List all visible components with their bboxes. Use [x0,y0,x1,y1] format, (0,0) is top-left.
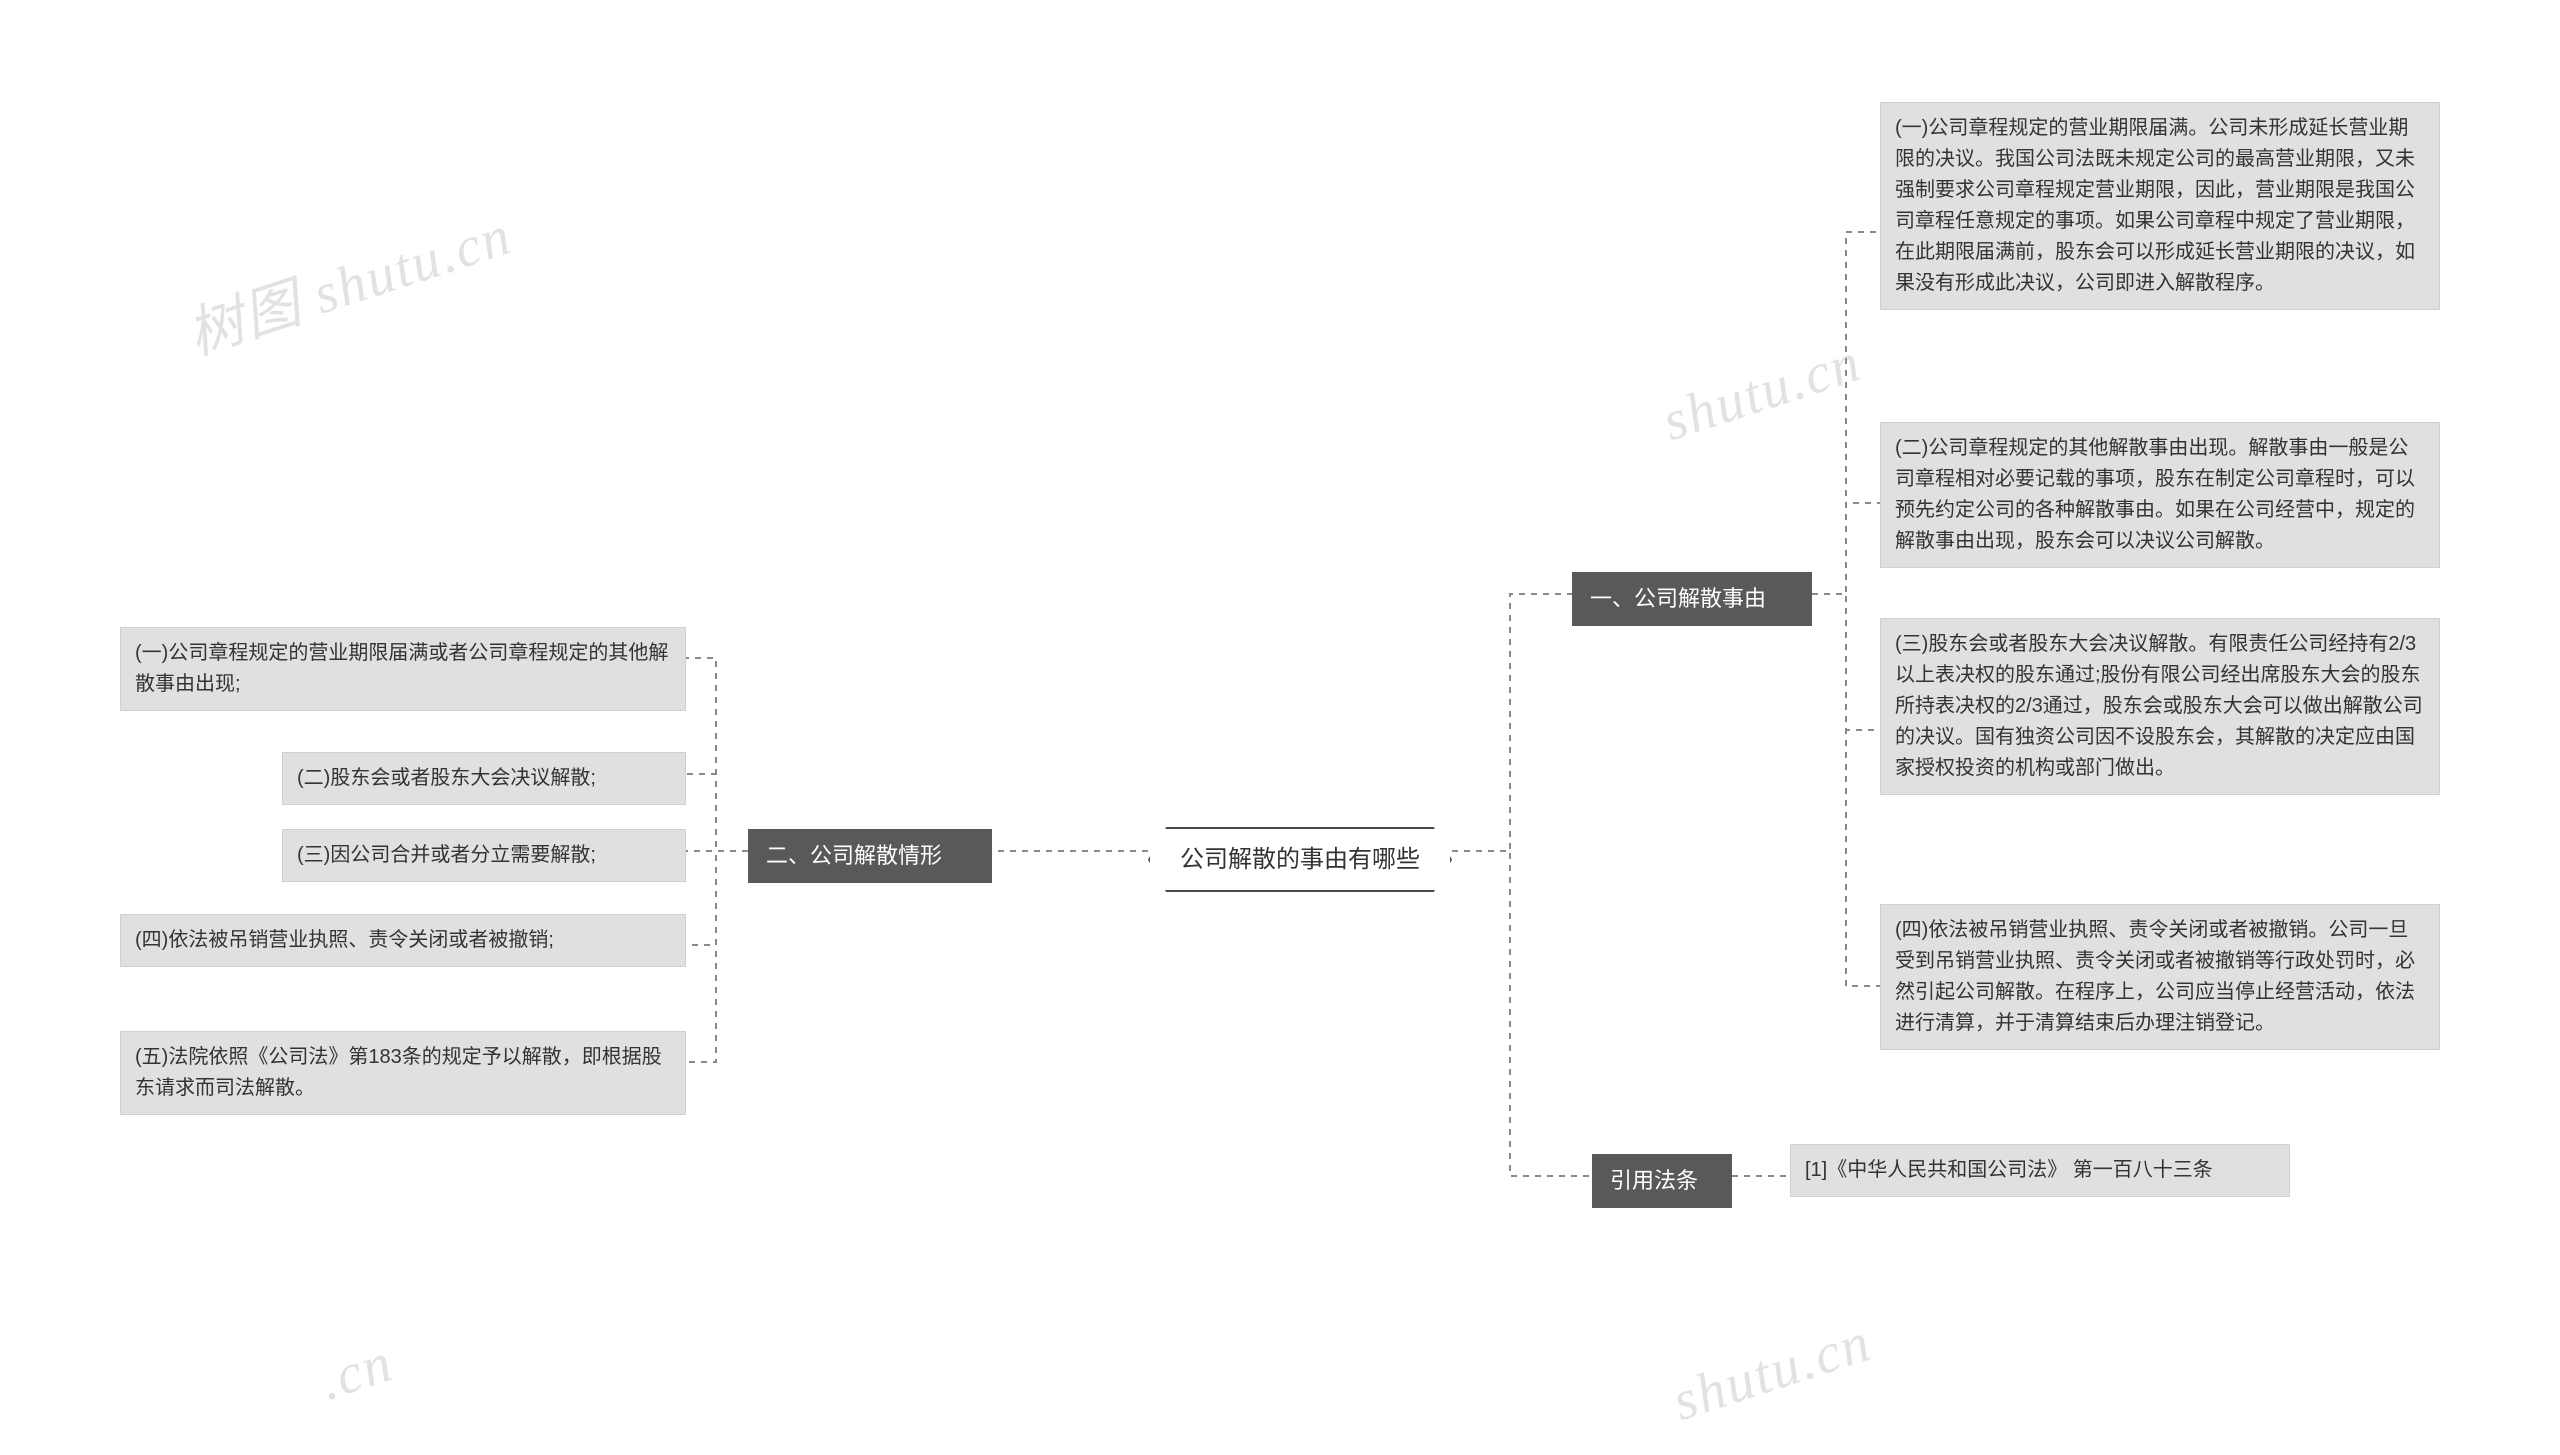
root-node[interactable]: 公司解散的事由有哪些 [1148,827,1452,892]
watermark: .cn [312,1330,401,1413]
watermark: 树图 shutu.cn [176,190,521,371]
leaf-situation-5: (五)法院依照《公司法》第183条的规定予以解散，即根据股东请求而司法解散。 [120,1031,686,1115]
leaf-cited-law-1: [1]《中华人民共和国公司法》 第一百八十三条 [1790,1144,2290,1197]
leaf-reason-2: (二)公司章程规定的其他解散事由出现。解散事由一般是公司章程相对必要记载的事项，… [1880,422,2440,568]
leaf-situation-2: (二)股东会或者股东大会决议解散; [282,752,686,805]
leaf-situation-1: (一)公司章程规定的营业期限届满或者公司章程规定的其他解散事由出现; [120,627,686,711]
leaf-reason-4: (四)依法被吊销营业执照、责令关闭或者被撤销。公司一旦受到吊销营业执照、责令关闭… [1880,904,2440,1050]
leaf-situation-3: (三)因公司合并或者分立需要解散; [282,829,686,882]
leaf-situation-4: (四)依法被吊销营业执照、责令关闭或者被撤销; [120,914,686,967]
branch-cited-law[interactable]: 引用法条 [1592,1154,1732,1208]
watermark: shutu.cn [1665,1310,1879,1434]
leaf-reason-1: (一)公司章程规定的营业期限届满。公司未形成延长营业期限的决议。我国公司法既未规… [1880,102,2440,310]
leaf-reason-3: (三)股东会或者股东大会决议解散。有限责任公司经持有2/3以上表决权的股东通过;… [1880,618,2440,795]
branch-dissolution-situations[interactable]: 二、公司解散情形 [748,829,992,883]
watermark: shutu.cn [1655,330,1869,454]
branch-dissolution-reasons[interactable]: 一、公司解散事由 [1572,572,1812,626]
